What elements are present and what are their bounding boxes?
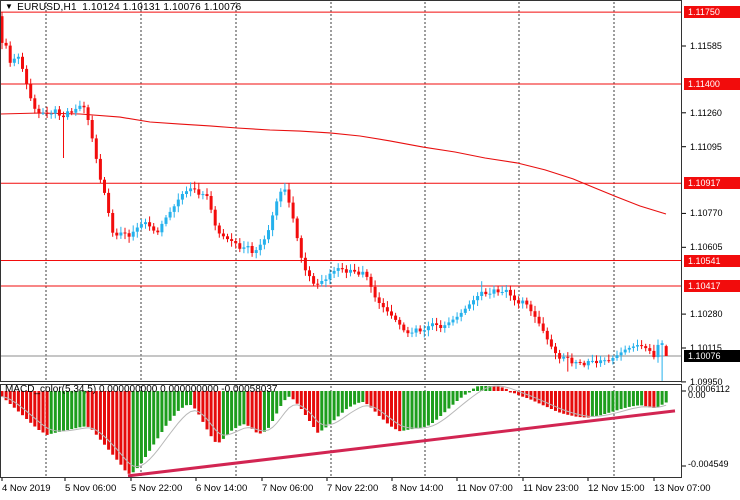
macd-trendline[interactable] <box>127 409 676 478</box>
macd-name-label: MACD_color(5,34,5) <box>5 384 97 395</box>
time-axis-label: 6 Nov 14:00 <box>196 483 248 494</box>
time-axis-label: 7 Nov 06:00 <box>262 483 314 494</box>
price-level-badge: 1.11400 <box>684 78 740 90</box>
price-level-badge: 1.10917 <box>684 177 740 190</box>
time-axis-label: 11 Nov 23:00 <box>523 483 579 494</box>
time-axis-label: 5 Nov 22:00 <box>131 483 183 494</box>
price-tick-label: 1.10605 <box>690 242 723 253</box>
main-panel-frame <box>0 0 682 382</box>
time-axis-label: 8 Nov 14:00 <box>392 483 444 494</box>
price-tick-label: 1.10115 <box>690 343 722 353</box>
symbol-timeframe-label: EURUSD,H1 <box>17 2 77 13</box>
price-level-badge: 1.10417 <box>684 280 740 292</box>
price-tick-label: 1.10770 <box>690 208 723 219</box>
ohlc-quotes-label: 1.10124 1.10131 1.10076 1.10076 <box>82 2 242 13</box>
bid-price-badge: 1.10076 <box>684 350 740 362</box>
price-tick-label: 1.11095 <box>690 141 722 152</box>
chart-expand-icon[interactable]: ▼ <box>5 2 14 11</box>
macd-histogram <box>0 386 668 474</box>
candles <box>0 12 668 381</box>
price-tick-label: 1.11585 <box>690 41 722 51</box>
macd-scale-max-label: 0.0006112 <box>688 384 730 394</box>
time-axis-label: 5 Nov 06:00 <box>65 483 117 494</box>
macd-signal-line <box>1 385 667 468</box>
time-axis-label: 12 Nov 15:00 <box>588 483 645 494</box>
price-tick-label: 1.09950 <box>690 376 723 387</box>
macd-panel-frame <box>0 384 682 478</box>
price-tick-label: 1.10280 <box>690 309 723 320</box>
chart-header: ▼ EURUSD,H1 1.10124 1.10131 1.10076 1.100… <box>5 2 241 13</box>
ma-line[interactable] <box>0 112 667 215</box>
price-level-badge: 1.11750 <box>684 6 740 19</box>
macd-scale-min-label: -0.004549 <box>688 459 729 469</box>
time-axis-label: 7 Nov 22:00 <box>327 483 379 494</box>
time-axis-label: 4 Nov 2019 <box>2 483 51 494</box>
time-axis-label: 13 Nov 07:00 <box>654 483 711 494</box>
time-axis-label: 11 Nov 07:00 <box>457 483 513 494</box>
price-tick-label: 1.11260 <box>690 107 722 118</box>
macd-scale-zero-label: 0.00 <box>688 390 706 400</box>
price-level-badge: 1.10541 <box>684 254 740 267</box>
macd-values-label: 0.000000000 0.000000000 -0.00058037 <box>98 384 278 395</box>
macd-indicator-label: MACD_color(5,34,5) 0.000000000 0.0000000… <box>5 384 277 395</box>
